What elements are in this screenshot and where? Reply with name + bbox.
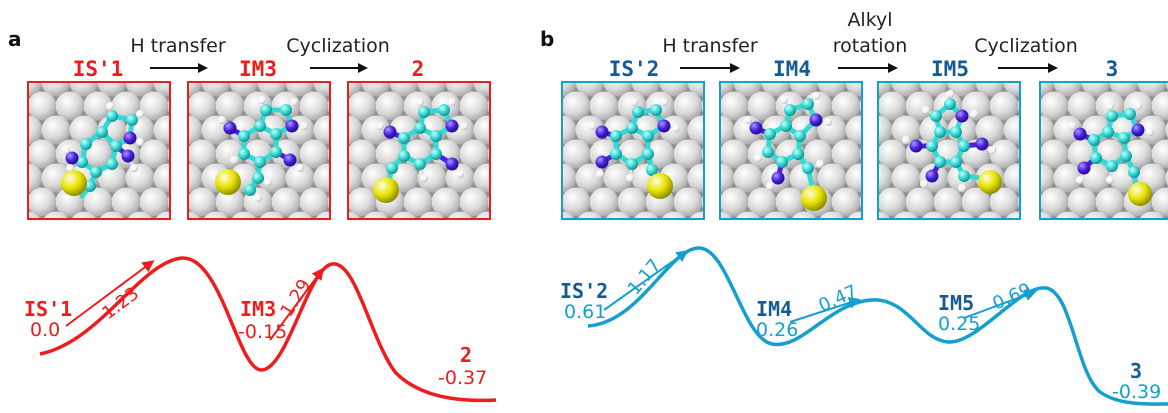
state-title-2: 2 xyxy=(412,57,425,81)
profile-label-2: 2 xyxy=(460,343,472,367)
barrier-value: 1.23 xyxy=(98,283,143,324)
snapshot-im5 xyxy=(877,81,1021,220)
panel-b: b IS'2 IM4 IM5 3 H transfer Alkyl rotati… xyxy=(540,9,1168,406)
panel-a: a IS'1 IM3 2 H transfer Cyclization xyxy=(8,27,497,403)
state-title-im5: IM5 xyxy=(931,57,969,81)
snapshot-border xyxy=(561,81,705,220)
snapshot-border xyxy=(347,81,491,220)
snapshot-border xyxy=(187,81,331,220)
snapshot-3 xyxy=(1039,81,1168,220)
molecule-3 xyxy=(1068,102,1154,206)
profile-energy-im3: -0.15 xyxy=(238,321,287,343)
profile-energy-3: -0.39 xyxy=(1112,381,1161,403)
profile-energy-is1: 0.0 xyxy=(30,319,60,341)
snapshot-is1 xyxy=(27,81,171,220)
step-label-cyclization: Cyclization xyxy=(974,35,1078,57)
snapshot-2 xyxy=(347,81,491,220)
profile-energy-2: -0.37 xyxy=(438,367,487,389)
state-title-im3: IM3 xyxy=(239,57,277,81)
profile-label-3: 3 xyxy=(1130,359,1142,383)
barrier-arrow xyxy=(269,267,324,341)
profile-label-im5: IM5 xyxy=(938,291,974,315)
snapshot-im4 xyxy=(719,81,863,220)
snapshot-im3 xyxy=(187,81,331,220)
profile-energy-im5: 0.25 xyxy=(938,313,980,335)
molecule-2 xyxy=(373,98,468,203)
panel-letter-b: b xyxy=(540,27,554,51)
profile-label-is2: IS'2 xyxy=(560,279,608,303)
barrier-arrow xyxy=(603,250,689,311)
step-label-h-transfer: H transfer xyxy=(130,35,226,57)
barrier-arrow xyxy=(963,289,1037,319)
molecule-is2 xyxy=(588,98,680,199)
state-title-is1: IS'1 xyxy=(73,57,124,81)
state-title-im4: IM4 xyxy=(773,57,811,81)
molecule-is1 xyxy=(61,102,144,199)
snapshot-border xyxy=(877,81,1021,220)
step-label-rotation: rotation xyxy=(833,35,908,57)
step-label-cyclization: Cyclization xyxy=(286,35,390,57)
step-label-alkyl: Alkyl xyxy=(847,9,892,31)
molecule-im3 xyxy=(215,96,308,202)
energy-profile-b xyxy=(587,246,1168,406)
snapshot-border xyxy=(27,81,171,220)
profile-label-im4: IM4 xyxy=(756,297,792,321)
barrier-arrow xyxy=(65,260,155,327)
profile-label-is1: IS'1 xyxy=(24,297,72,321)
profile-label-im3: IM3 xyxy=(240,297,276,321)
snapshot-border xyxy=(719,81,863,220)
energy-profile-a xyxy=(39,256,497,403)
profile-energy-is2: 0.61 xyxy=(564,301,606,323)
state-title-3: 3 xyxy=(1106,57,1119,81)
barrier-value: 0.69 xyxy=(989,279,1034,314)
barrier-value: 1.29 xyxy=(276,276,315,321)
state-title-is2: IS'2 xyxy=(609,57,660,81)
profile-energy-im4: 0.26 xyxy=(756,319,798,341)
molecule-im4 xyxy=(744,92,832,211)
snapshot-border xyxy=(1039,81,1168,220)
snapshot-is2 xyxy=(561,81,705,220)
barrier-arrow xyxy=(789,297,861,323)
panel-letter-a: a xyxy=(8,27,22,51)
step-label-h-transfer: H transfer xyxy=(662,35,758,57)
molecule-im5 xyxy=(902,90,1002,194)
